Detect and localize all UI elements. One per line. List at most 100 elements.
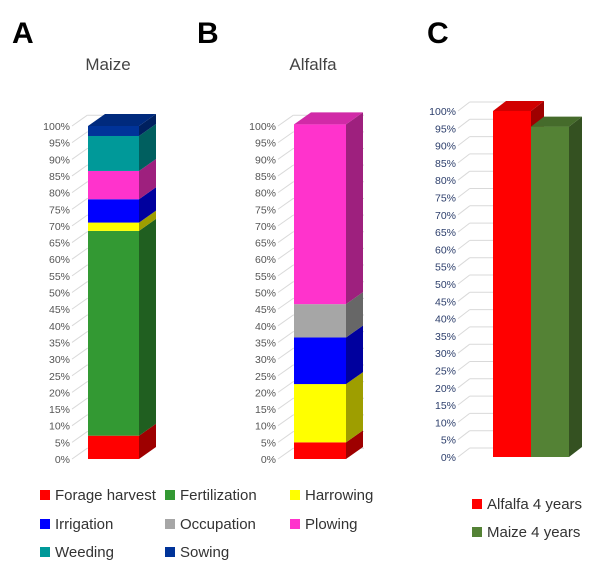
gridline-depth — [457, 170, 471, 181]
y-tick-label: 0% — [55, 454, 70, 466]
y-tick-label: 15% — [255, 404, 276, 416]
gridline-depth — [457, 101, 471, 112]
gridline-depth — [71, 331, 88, 343]
legend-swatch-alfalfa-4-years — [472, 499, 482, 509]
bar-segment-fertilization-side — [139, 218, 156, 436]
legend-swatch-fertilization — [165, 490, 175, 500]
y-tick-label: 60% — [435, 244, 456, 256]
gridline-depth — [71, 247, 88, 260]
legend-label-harrowing: Harrowing — [305, 487, 373, 504]
gridline-depth — [457, 447, 471, 458]
gridline-depth — [277, 431, 294, 443]
gridline-depth — [71, 364, 88, 377]
bar-segment-plowing-side — [139, 158, 156, 200]
y-tick-label: 65% — [435, 227, 456, 239]
gridline-depth — [277, 198, 294, 210]
gridline-depth — [457, 188, 471, 198]
y-tick-label: 15% — [435, 400, 456, 412]
bar-segment-forage-harvest-side — [346, 430, 363, 459]
gridline-depth — [457, 343, 471, 354]
y-tick-label: 65% — [49, 238, 70, 250]
y-tick-label: 35% — [435, 331, 456, 343]
bar-maize-4-years-front — [531, 126, 569, 457]
y-tick-label: 50% — [435, 279, 456, 291]
legend-label-irrigation: Irrigation — [55, 516, 113, 533]
y-tick-label: 70% — [255, 221, 276, 233]
gridline-depth — [277, 231, 294, 243]
y-tick-label: 80% — [435, 175, 456, 187]
gridline-depth — [457, 222, 471, 233]
y-tick-label: 85% — [435, 158, 456, 170]
bar-alfalfa-4-years-front — [493, 111, 531, 457]
panel-letter-a: A — [12, 17, 34, 50]
y-tick-label: 55% — [255, 271, 276, 283]
gridline-depth — [277, 347, 294, 360]
gridline-depth — [277, 397, 294, 410]
legend-swatch-plowing — [290, 519, 300, 529]
y-tick-label: 45% — [435, 296, 456, 308]
bar-segment-harrowing-side — [139, 210, 156, 231]
legend-swatch-weeding — [40, 547, 50, 557]
gridline-depth — [71, 231, 88, 243]
bar-segment-plowing-side — [346, 112, 363, 305]
gridline-depth — [457, 274, 471, 285]
y-tick-label: 0% — [441, 452, 456, 464]
bar-segment-irrigation-front — [294, 337, 346, 385]
gridline-depth — [71, 214, 88, 227]
gridline-depth — [71, 414, 88, 427]
legend-swatch-irrigation — [40, 519, 50, 529]
y-tick-label: 90% — [255, 154, 276, 166]
y-tick-label: 50% — [255, 288, 276, 300]
gridline-depth — [71, 314, 88, 327]
y-tick-label: 95% — [49, 138, 70, 150]
legend-swatch-harrowing — [290, 490, 300, 500]
y-tick-label: 85% — [255, 171, 276, 183]
y-tick-label: 5% — [261, 437, 276, 449]
y-tick-label: 40% — [435, 314, 456, 326]
y-tick-label: 10% — [255, 421, 276, 433]
y-tick-label: 45% — [255, 304, 276, 316]
y-tick-label: 35% — [49, 337, 70, 349]
bar-segment-forage-harvest — [294, 430, 363, 459]
gridline-depth — [457, 361, 471, 371]
y-tick-label: 90% — [435, 141, 456, 153]
bar-segment-irrigation-side — [346, 325, 363, 385]
legend-label-sowing: Sowing — [180, 544, 229, 561]
bar-segment-forage-harvest-front — [294, 442, 346, 459]
y-tick-label: 35% — [255, 337, 276, 349]
y-tick-label: 80% — [255, 188, 276, 200]
gridline-depth — [71, 131, 88, 144]
bar-segment-occupation-front — [294, 304, 346, 338]
gridline-depth — [277, 281, 294, 293]
gridline-depth — [71, 181, 88, 194]
gridline-depth — [277, 381, 294, 393]
y-tick-label: 80% — [49, 188, 70, 200]
legend-swatch-occupation — [165, 519, 175, 529]
bar-top-face — [88, 114, 156, 126]
y-tick-label: 70% — [49, 221, 70, 233]
bar-segment-irrigation-front — [88, 199, 139, 223]
y-tick-label: 15% — [49, 404, 70, 416]
bar-top-face-alfalfa-4-years — [493, 101, 544, 111]
y-tick-label: 25% — [255, 371, 276, 383]
gridline-depth — [277, 247, 294, 260]
y-tick-label: 40% — [49, 321, 70, 333]
y-tick-label: 10% — [49, 421, 70, 433]
legend-label-maize-4-years: Maize 4 years — [487, 524, 580, 541]
y-tick-label: 30% — [255, 354, 276, 366]
panel-letter-c: C — [427, 17, 449, 50]
y-tick-label: 25% — [49, 371, 70, 383]
gridline-depth — [457, 291, 471, 302]
gridline-depth — [457, 430, 471, 441]
gridline-depth — [457, 240, 471, 250]
gridline-depth — [71, 297, 88, 310]
gridline-depth — [71, 198, 88, 210]
gridline-depth — [457, 309, 471, 319]
bar-maize-4-years — [531, 116, 582, 457]
bar-segment-forage-harvest — [88, 423, 156, 459]
bar-segment-irrigation-side — [139, 187, 156, 223]
legend-label-weeding: Weeding — [55, 544, 114, 561]
y-tick-label: 5% — [55, 437, 70, 449]
y-tick-label: 55% — [49, 271, 70, 283]
bar-segment-sowing-front — [88, 126, 139, 136]
